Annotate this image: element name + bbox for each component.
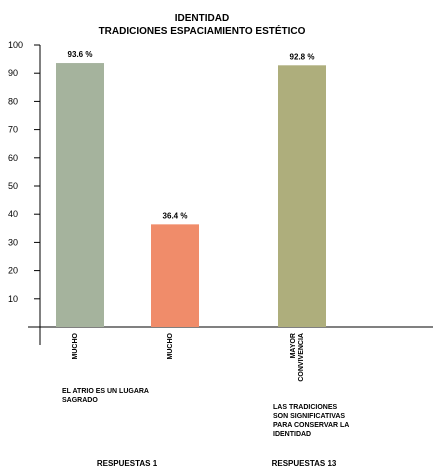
chart-title: IDENTIDAD	[175, 13, 229, 24]
annotations: EL ATRIO ES UN LUGARA SAGRADO LAS TRADICIO…	[62, 388, 349, 438]
group-labels: RESPUESTAS 1 RESPUESTAS 13	[97, 459, 337, 468]
bar-value-label: 93.6 %	[68, 50, 93, 59]
annotation-line: EL ATRIO ES UN LUGARA	[62, 388, 149, 395]
bar	[151, 224, 199, 327]
category-label: MUCHO	[72, 332, 79, 359]
y-tick-label: 30	[8, 237, 18, 247]
group-label: RESPUESTAS 13	[272, 459, 337, 468]
annotation-line: SON SIGNIFICATIVAS	[273, 413, 345, 420]
y-tick-label: 90	[8, 68, 18, 78]
annotation-line: PARA CONSERVAR LA	[273, 422, 349, 429]
annotation-line: SAGRADO	[62, 397, 98, 404]
y-tick-label: 10	[8, 294, 18, 304]
y-tick-label: 20	[8, 266, 18, 276]
y-tick-label: 40	[8, 209, 18, 219]
category-label: MUCHO	[167, 332, 174, 359]
y-axis-ticks: 100 90 80 70 60 50 40 30 20 10	[8, 40, 40, 304]
bar-value-label: 92.8 %	[290, 52, 315, 61]
group-label: RESPUESTAS 1	[97, 459, 158, 468]
category-labels: MUCHO MUCHO MAYOR CONVIVENCIA	[72, 332, 305, 381]
y-tick-label: 80	[8, 96, 18, 106]
bar	[56, 63, 104, 327]
value-labels: 93.6 % 36.4 % 92.8 %	[68, 50, 315, 220]
y-tick-label: 60	[8, 153, 18, 163]
bar	[278, 65, 326, 327]
annotation-line: LAS TRADICIONES	[273, 404, 338, 411]
category-label: MAYOR	[290, 333, 297, 358]
y-tick-label: 70	[8, 125, 18, 135]
y-tick-label: 100	[8, 40, 23, 50]
chart-subtitle: TRADICIONES ESPACIAMIENTO ESTÉTICO	[99, 24, 306, 37]
bars	[56, 63, 326, 327]
category-label: CONVIVENCIA	[298, 333, 305, 382]
y-tick-label: 50	[8, 181, 18, 191]
annotation-line: IDENTIDAD	[273, 431, 311, 438]
bar-value-label: 36.4 %	[163, 211, 188, 220]
